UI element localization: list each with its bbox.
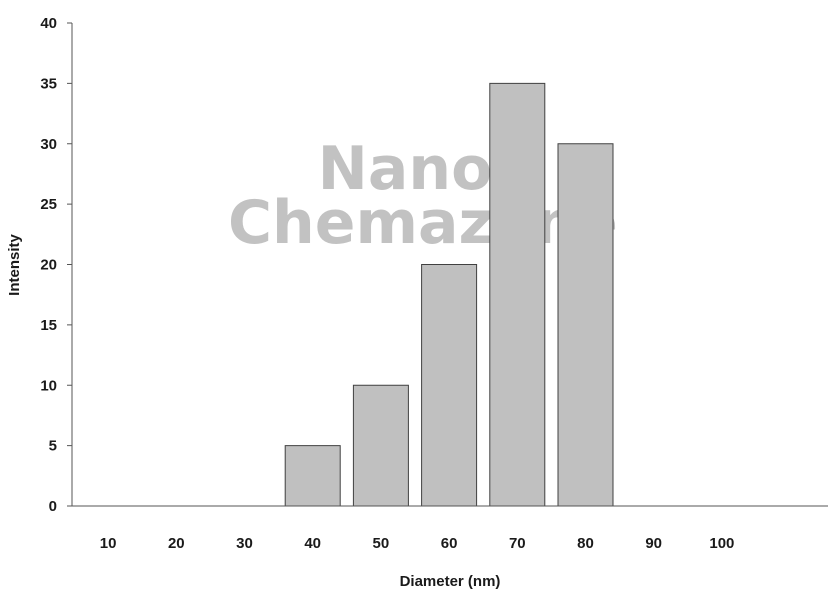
y-axis-ticks: 0 5 10 15 20 25 30 35 40 <box>40 15 72 515</box>
x-tick-label: 40 <box>304 535 321 552</box>
watermark-line2: Chemazone <box>228 188 618 258</box>
y-tick-label: 20 <box>40 257 57 274</box>
x-tick-label: 80 <box>577 535 594 552</box>
y-tick-label: 40 <box>40 15 57 32</box>
bar-40 <box>284 445 341 507</box>
x-tick-label: 100 <box>709 535 734 552</box>
x-tick-label: 50 <box>373 535 390 552</box>
x-tick-label: 90 <box>645 535 662 552</box>
y-tick-label: 15 <box>40 317 57 334</box>
bar-60 <box>421 264 478 507</box>
x-axis-title: Diameter (nm) <box>400 573 501 590</box>
x-tick-label: 30 <box>236 535 253 552</box>
bar-80 <box>557 143 614 507</box>
x-tick-label: 60 <box>441 535 458 552</box>
y-tick-label: 25 <box>40 196 57 213</box>
bar-70 <box>489 82 546 507</box>
watermark-line1: Nano <box>318 134 493 204</box>
y-tick-label: 30 <box>40 136 57 153</box>
bar-50 <box>352 384 409 507</box>
y-tick-label: 0 <box>49 498 57 515</box>
y-tick-label: 10 <box>40 377 57 394</box>
x-tick-label: 10 <box>100 535 117 552</box>
y-tick-label: 5 <box>49 438 57 455</box>
x-axis-ticks: 10 20 30 40 50 60 70 80 90 100 <box>100 535 735 552</box>
y-axis-title: Intensity <box>6 234 23 296</box>
x-tick-label: 70 <box>509 535 526 552</box>
watermark: Nano Chemazone <box>228 134 618 258</box>
y-tick-label: 35 <box>40 75 57 92</box>
x-tick-label: 20 <box>168 535 185 552</box>
bar-group <box>284 82 614 507</box>
